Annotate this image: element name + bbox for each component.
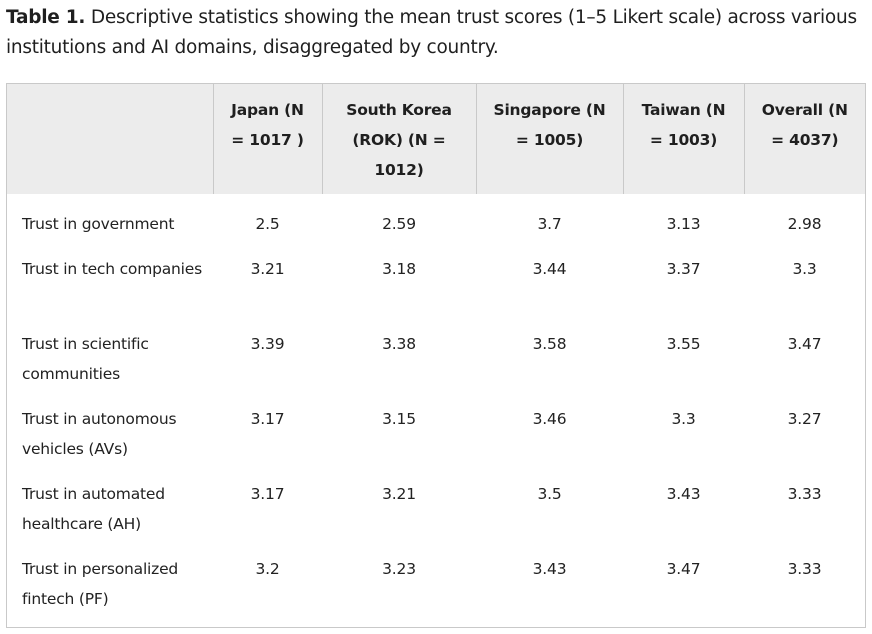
table-row: Trust in scientific communities 3.39 3.3… xyxy=(7,314,865,389)
cell-japan: 3.39 xyxy=(213,314,322,389)
cell-taiwan: 3.55 xyxy=(623,314,744,389)
table-row: Trust in tech companies 3.21 3.18 3.44 3… xyxy=(7,239,865,314)
header-corner xyxy=(7,84,213,194)
cell-singapore: 3.43 xyxy=(476,539,623,614)
cell-overall: 3.27 xyxy=(744,389,865,464)
cell-japan: 3.17 xyxy=(213,464,322,539)
table-row: Trust in personalized fintech (PF) 3.2 3… xyxy=(7,539,865,614)
header-row: Japan (N = 1017 ) South Korea (ROK) (N =… xyxy=(7,84,865,194)
cell-taiwan: 3.13 xyxy=(623,194,744,239)
cell-japan: 3.17 xyxy=(213,389,322,464)
row-label: Trust in personalized fintech (PF) xyxy=(7,539,213,614)
row-label: Trust in autonomous vehicles (AVs) xyxy=(7,389,213,464)
cell-singapore: 3.7 xyxy=(476,194,623,239)
cell-south-korea: 3.21 xyxy=(322,464,476,539)
header-japan: Japan (N = 1017 ) xyxy=(213,84,322,194)
cell-overall: 3.3 xyxy=(744,239,865,314)
caption-label: Table 1. xyxy=(6,7,85,28)
row-label: Trust in government xyxy=(7,194,213,239)
cell-south-korea: 3.18 xyxy=(322,239,476,314)
cell-japan: 3.2 xyxy=(213,539,322,614)
cell-south-korea: 3.38 xyxy=(322,314,476,389)
cell-singapore: 3.58 xyxy=(476,314,623,389)
row-label: Trust in scientific communities xyxy=(7,314,213,389)
table-caption: Table 1. Descriptive statistics showing … xyxy=(6,3,868,63)
header-south-korea: South Korea (ROK) (N = 1012) xyxy=(322,84,476,194)
cell-overall: 3.33 xyxy=(744,464,865,539)
header-overall: Overall (N = 4037) xyxy=(744,84,865,194)
cell-taiwan: 3.37 xyxy=(623,239,744,314)
cell-japan: 2.5 xyxy=(213,194,322,239)
cell-taiwan: 3.47 xyxy=(623,539,744,614)
stats-table-container: Japan (N = 1017 ) South Korea (ROK) (N =… xyxy=(6,83,866,628)
cell-south-korea: 2.59 xyxy=(322,194,476,239)
row-label: Trust in automated healthcare (AH) xyxy=(7,464,213,539)
caption-text: Descriptive statistics showing the mean … xyxy=(6,7,857,58)
stats-table: Japan (N = 1017 ) South Korea (ROK) (N =… xyxy=(7,84,865,614)
cell-overall: 3.33 xyxy=(744,539,865,614)
table-row: Trust in automated healthcare (AH) 3.17 … xyxy=(7,464,865,539)
cell-south-korea: 3.23 xyxy=(322,539,476,614)
cell-taiwan: 3.3 xyxy=(623,389,744,464)
cell-japan: 3.21 xyxy=(213,239,322,314)
cell-overall: 3.47 xyxy=(744,314,865,389)
cell-overall: 2.98 xyxy=(744,194,865,239)
header-taiwan: Taiwan (N = 1003) xyxy=(623,84,744,194)
table-row: Trust in autonomous vehicles (AVs) 3.17 … xyxy=(7,389,865,464)
table-row: Trust in government 2.5 2.59 3.7 3.13 2.… xyxy=(7,194,865,239)
cell-singapore: 3.44 xyxy=(476,239,623,314)
cell-singapore: 3.5 xyxy=(476,464,623,539)
cell-taiwan: 3.43 xyxy=(623,464,744,539)
cell-singapore: 3.46 xyxy=(476,389,623,464)
cell-south-korea: 3.15 xyxy=(322,389,476,464)
row-label: Trust in tech companies xyxy=(7,239,213,314)
header-singapore: Singapore (N = 1005) xyxy=(476,84,623,194)
